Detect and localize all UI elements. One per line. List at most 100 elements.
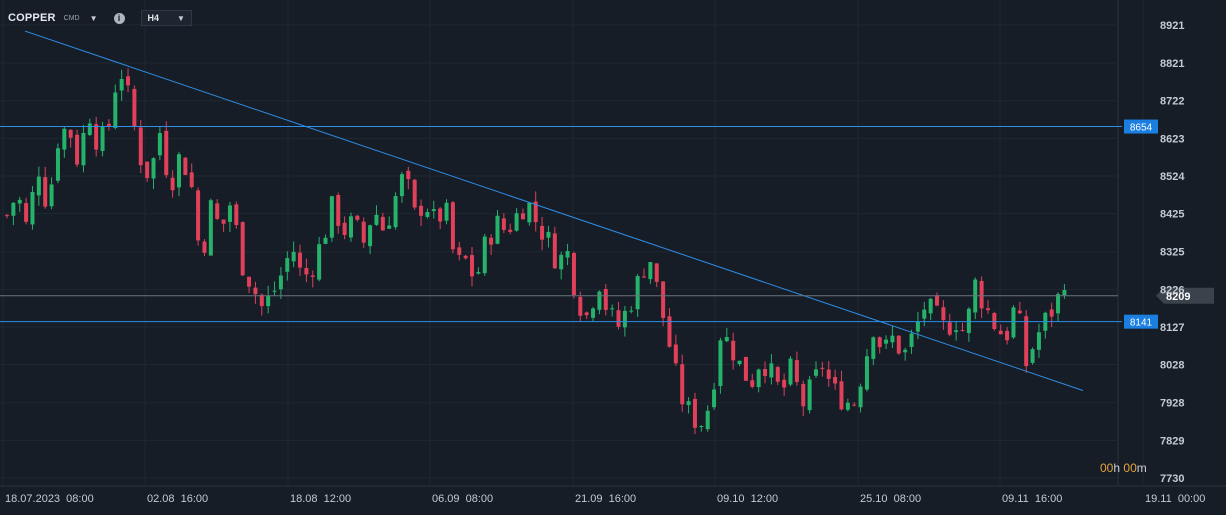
candle-body	[406, 170, 411, 180]
candle-body	[801, 383, 806, 407]
candle-body	[591, 308, 596, 318]
candle-body	[247, 276, 252, 287]
level-label: 8654	[1130, 123, 1153, 134]
candle-body	[215, 203, 220, 219]
y-tick-label: 7829	[1160, 435, 1184, 447]
candle-body	[138, 127, 143, 166]
candle-body	[444, 202, 449, 221]
candle-body	[1017, 310, 1022, 314]
candle-body	[30, 191, 35, 225]
candle-body	[1011, 307, 1016, 338]
candle-body	[11, 202, 16, 216]
candle-body	[87, 123, 92, 136]
timeframe-select[interactable]: H4 ▼	[140, 10, 192, 26]
candle-body	[852, 404, 857, 406]
candle-body	[826, 369, 831, 379]
candle-body	[183, 157, 188, 175]
candle-body	[947, 322, 952, 335]
level-label: 8141	[1130, 318, 1153, 329]
candle-body	[884, 339, 889, 344]
candle-body	[520, 213, 525, 220]
x-tick-label: 21.09 16:00	[575, 493, 636, 505]
candle-body	[871, 337, 876, 359]
candle-body	[731, 340, 736, 361]
candle-body	[642, 276, 646, 278]
candle-body	[699, 426, 704, 428]
candle-body	[1062, 290, 1067, 296]
candle-body	[552, 233, 557, 269]
candle-body	[476, 272, 481, 274]
candle-body	[954, 330, 959, 333]
candle-body	[648, 262, 653, 280]
candle-body	[119, 79, 124, 91]
candles	[5, 68, 1067, 435]
candle-body	[55, 148, 60, 181]
x-tick-label: 25.10 08:00	[860, 493, 921, 505]
level-label-bg-0	[1124, 119, 1158, 134]
candle-body	[304, 268, 309, 275]
candle-body	[565, 251, 570, 258]
candle-body	[782, 379, 787, 388]
candle-body	[654, 263, 659, 282]
timeframe-value: H4	[147, 13, 160, 23]
candle-body	[985, 308, 990, 311]
candle-body	[527, 202, 532, 223]
candle-body	[438, 208, 443, 222]
candle-body	[126, 76, 131, 86]
candle-body	[718, 340, 723, 387]
candle-body	[202, 241, 207, 253]
candle-body	[285, 258, 290, 272]
candle-body	[1049, 309, 1054, 317]
candle-body	[227, 205, 232, 222]
candle-body	[457, 247, 462, 255]
candle-body	[673, 344, 678, 364]
countdown-m: m	[1136, 461, 1147, 475]
info-icon[interactable]: i	[113, 12, 125, 24]
candle-body	[342, 222, 347, 236]
candle-body	[196, 190, 201, 241]
candle-body	[979, 280, 984, 309]
candle-body	[253, 287, 258, 295]
candle-body	[629, 310, 634, 312]
candle-body	[533, 201, 538, 223]
candle-body	[514, 213, 519, 231]
candle-body	[68, 129, 73, 138]
candle-body	[36, 176, 41, 196]
candle-body	[788, 358, 793, 385]
candle-body	[291, 251, 296, 262]
candle-body	[756, 369, 761, 388]
candle-body	[387, 225, 392, 229]
symbol-chevron-down-icon[interactable]: ▼	[89, 13, 98, 23]
chart-toolbar: COPPER CMD ▼ i H4 ▼	[8, 8, 192, 28]
current-price-label: 8209	[1166, 291, 1190, 303]
candle-body	[743, 356, 748, 381]
candle-body	[75, 134, 80, 165]
candle-body	[113, 92, 118, 128]
candle-body	[584, 312, 589, 316]
y-tick-label: 8722	[1160, 96, 1184, 108]
candle-body	[820, 367, 825, 369]
symbol-name[interactable]: COPPER	[8, 12, 56, 24]
candle-body	[540, 225, 545, 240]
candle-body	[922, 309, 927, 319]
countdown-hours: 00	[1100, 461, 1114, 475]
candle-body	[769, 363, 774, 378]
y-tick-label: 8524	[1160, 171, 1185, 183]
candle-body	[164, 130, 169, 176]
candle-body	[508, 229, 513, 232]
candle-body	[221, 219, 226, 224]
candle-body	[750, 380, 755, 387]
candle-body	[763, 369, 768, 376]
x-tick-label: 18.07.2023 08:00	[5, 493, 94, 505]
candle-body	[909, 333, 914, 347]
candle-body	[157, 133, 162, 156]
candle-body	[896, 335, 901, 354]
candle-body	[571, 252, 576, 296]
y-tick-label: 7730	[1160, 473, 1184, 485]
candle-body	[5, 215, 9, 217]
candle-body	[419, 205, 424, 216]
candle-body	[49, 184, 54, 207]
candle-body	[234, 204, 239, 225]
candle-body	[680, 364, 685, 405]
